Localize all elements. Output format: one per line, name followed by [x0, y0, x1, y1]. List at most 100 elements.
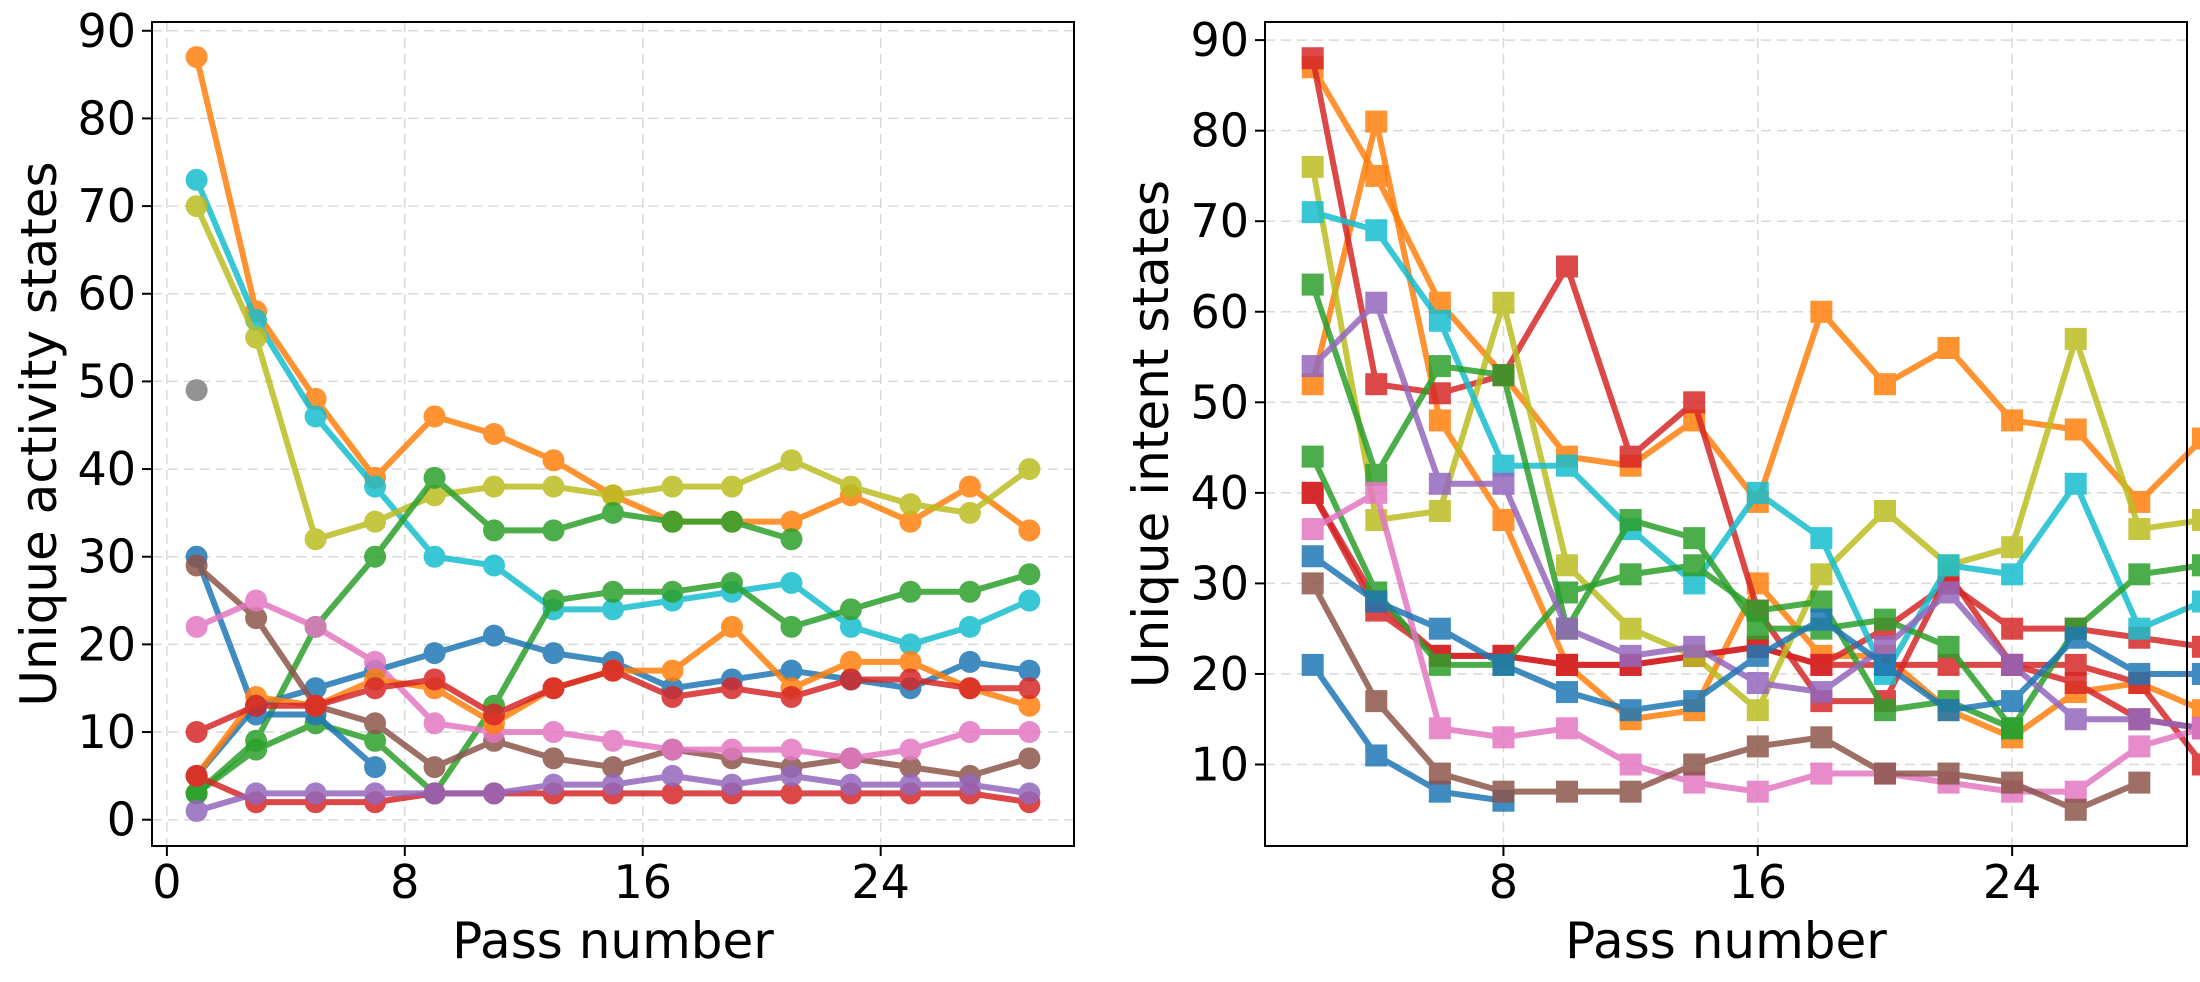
data-point: [839, 598, 862, 621]
data-point: [1018, 694, 1041, 717]
data-point: [1556, 255, 1579, 278]
y-tick-label: 90: [1190, 13, 1249, 67]
series-3: [185, 379, 208, 402]
data-point: [542, 475, 565, 498]
data-point: [2128, 662, 2151, 685]
data-point: [720, 510, 743, 533]
data-point: [1428, 382, 1451, 405]
data-point: [1810, 726, 1833, 749]
data-point: [1873, 373, 1896, 396]
x-axis-label: Pass number: [1565, 912, 1887, 970]
series-12: [1301, 653, 1515, 812]
data-point: [542, 449, 565, 472]
data-point: [483, 624, 506, 647]
data-point: [542, 642, 565, 665]
data-point: [1365, 744, 1388, 767]
y-tick-label: 0: [107, 793, 136, 847]
data-point: [2001, 717, 2024, 740]
data-point: [1873, 653, 1896, 676]
series-line: [1309, 453, 2016, 732]
data-point: [780, 572, 803, 595]
data-point: [780, 685, 803, 708]
data-point: [1937, 635, 1960, 658]
y-tick-label: 10: [77, 705, 136, 759]
data-point: [1683, 771, 1706, 794]
data-point: [1018, 782, 1041, 805]
data-point: [1018, 563, 1041, 586]
data-point: [1301, 355, 1324, 378]
data-point: [1428, 653, 1451, 676]
data-point: [2191, 427, 2200, 450]
data-point: [720, 475, 743, 498]
data-point: [2064, 472, 2087, 495]
data-point: [2191, 554, 2200, 577]
series-13: [1301, 572, 2151, 821]
data-point: [1556, 581, 1579, 604]
data-point: [542, 677, 565, 700]
data-point: [2001, 536, 2024, 559]
data-point: [1301, 518, 1324, 541]
data-point: [899, 668, 922, 691]
data-point: [780, 615, 803, 638]
data-point: [2001, 653, 2024, 676]
x-tick-label: 16: [1729, 855, 1788, 909]
data-point: [1556, 554, 1579, 577]
data-point: [1937, 336, 1960, 359]
data-point: [304, 694, 327, 717]
data-point: [1365, 690, 1388, 713]
data-point: [2191, 662, 2200, 685]
data-point: [1937, 581, 1960, 604]
data-point: [1810, 762, 1833, 785]
data-point: [1492, 364, 1515, 387]
data-point: [304, 528, 327, 551]
series-line: [193, 553, 379, 771]
data-point: [423, 712, 446, 735]
data-point: [720, 738, 743, 761]
data-point: [958, 677, 981, 700]
data-point: [899, 756, 922, 779]
data-point: [185, 615, 208, 638]
data-point: [720, 615, 743, 638]
data-point: [2001, 617, 2024, 640]
data-point: [2128, 735, 2151, 758]
data-point: [1301, 653, 1324, 676]
data-point: [2191, 753, 2200, 776]
data-point: [780, 764, 803, 787]
data-point: [1746, 699, 1769, 722]
data-point: [1018, 721, 1041, 744]
data-point: [185, 46, 208, 69]
data-point: [780, 782, 803, 805]
data-point: [304, 405, 327, 428]
data-point: [899, 650, 922, 673]
data-point: [245, 589, 268, 612]
series-0: [1301, 56, 2200, 513]
data-point: [2064, 708, 2087, 731]
data-point: [1428, 472, 1451, 495]
data-point: [2191, 590, 2200, 613]
data-point: [602, 598, 624, 621]
data-point: [661, 738, 684, 761]
data-point: [2064, 626, 2087, 649]
data-point: [2001, 409, 2024, 432]
series-2: [185, 195, 1041, 551]
data-point: [1619, 445, 1642, 468]
data-point: [2064, 327, 2087, 350]
data-point: [423, 545, 446, 568]
y-tick-label: 50: [77, 354, 136, 408]
data-point: [958, 773, 981, 796]
data-point: [899, 773, 922, 796]
data-point: [542, 589, 565, 612]
data-point: [958, 650, 981, 673]
data-point: [1683, 391, 1706, 414]
data-point: [2191, 699, 2200, 722]
data-point: [1810, 590, 1833, 613]
data-point: [1937, 699, 1960, 722]
data-point: [720, 572, 743, 595]
data-point: [839, 475, 862, 498]
series-11: [185, 659, 1041, 744]
data-point: [958, 475, 981, 498]
data-point: [185, 799, 208, 822]
data-point: [185, 168, 208, 191]
data-point: [2064, 798, 2087, 821]
data-point: [1492, 653, 1515, 676]
